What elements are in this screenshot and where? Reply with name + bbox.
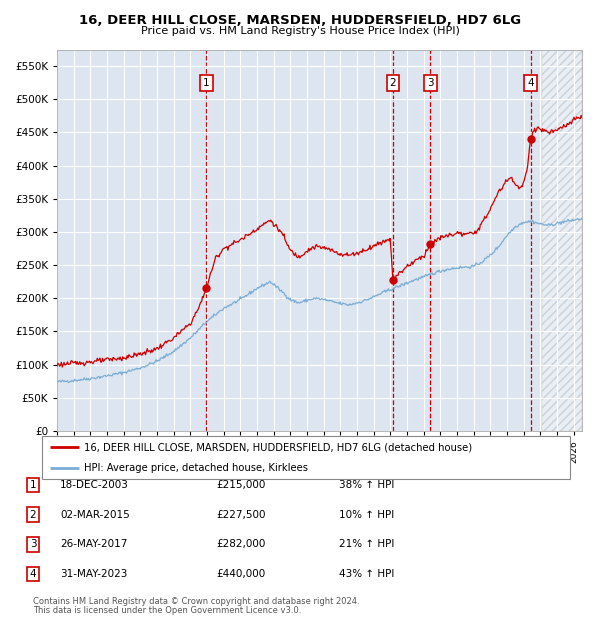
Text: This data is licensed under the Open Government Licence v3.0.: This data is licensed under the Open Gov… — [33, 606, 301, 615]
Text: 2: 2 — [29, 510, 37, 520]
Text: 2: 2 — [389, 78, 397, 88]
Text: 4: 4 — [527, 78, 534, 88]
Text: £440,000: £440,000 — [216, 569, 265, 579]
Text: 26-MAY-2017: 26-MAY-2017 — [60, 539, 127, 549]
Text: HPI: Average price, detached house, Kirklees: HPI: Average price, detached house, Kirk… — [84, 463, 308, 473]
Text: 31-MAY-2023: 31-MAY-2023 — [60, 569, 127, 579]
Text: 10% ↑ HPI: 10% ↑ HPI — [339, 510, 394, 520]
Text: Contains HM Land Registry data © Crown copyright and database right 2024.: Contains HM Land Registry data © Crown c… — [33, 597, 359, 606]
Bar — [542, 30, 582, 431]
Text: 18-DEC-2003: 18-DEC-2003 — [60, 480, 129, 490]
Text: 4: 4 — [29, 569, 37, 579]
Text: 21% ↑ HPI: 21% ↑ HPI — [339, 539, 394, 549]
Text: 16, DEER HILL CLOSE, MARSDEN, HUDDERSFIELD, HD7 6LG (detached house): 16, DEER HILL CLOSE, MARSDEN, HUDDERSFIE… — [84, 442, 472, 452]
Text: £227,500: £227,500 — [216, 510, 265, 520]
Text: 1: 1 — [29, 480, 37, 490]
Text: £215,000: £215,000 — [216, 480, 265, 490]
Text: 02-MAR-2015: 02-MAR-2015 — [60, 510, 130, 520]
Text: 1: 1 — [203, 78, 209, 88]
Text: 3: 3 — [427, 78, 434, 88]
Text: 38% ↑ HPI: 38% ↑ HPI — [339, 480, 394, 490]
Text: £282,000: £282,000 — [216, 539, 265, 549]
FancyBboxPatch shape — [42, 436, 570, 479]
Text: 3: 3 — [29, 539, 37, 549]
Text: Price paid vs. HM Land Registry's House Price Index (HPI): Price paid vs. HM Land Registry's House … — [140, 26, 460, 36]
Text: 43% ↑ HPI: 43% ↑ HPI — [339, 569, 394, 579]
Text: 16, DEER HILL CLOSE, MARSDEN, HUDDERSFIELD, HD7 6LG: 16, DEER HILL CLOSE, MARSDEN, HUDDERSFIE… — [79, 14, 521, 27]
